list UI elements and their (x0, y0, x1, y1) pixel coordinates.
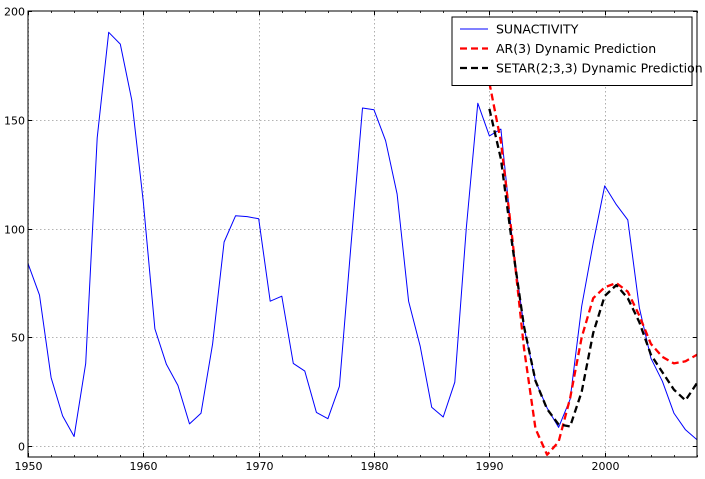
legend-label-2: SETAR(2;3,3) Dynamic Prediction (496, 61, 703, 76)
legend-label-1: AR(3) Dynamic Prediction (496, 41, 656, 56)
series-line-2 (488, 108, 697, 428)
x-tick-label: 1960 (130, 460, 158, 473)
series-line-0 (28, 31, 697, 441)
grid-lines (28, 11, 697, 457)
series-layer (28, 31, 697, 456)
legend: SUNACTIVITY AR(3) Dynamic Prediction SETAR… (451, 16, 703, 86)
y-tick-label: 100 (4, 224, 25, 237)
legend-label-0: SUNACTIVITY (496, 22, 579, 37)
y-tick-label: 0 (18, 441, 25, 454)
x-tick-label: 1970 (246, 460, 274, 473)
y-tick-label: 150 (4, 115, 25, 128)
x-tick-label: 1990 (476, 460, 504, 473)
series-line-1 (488, 82, 697, 456)
x-tick-label: 1980 (361, 460, 389, 473)
legend-box (451, 16, 693, 86)
x-tick-label: 2000 (592, 460, 620, 473)
axis-ticks: 1950 1960 1970 1980 1990 2000 0 50 100 150 200 (4, 6, 698, 473)
y-tick-label: 200 (4, 6, 25, 19)
y-tick-label: 50 (11, 332, 25, 345)
plot-frame (27, 10, 698, 458)
x-tick-label: 1950 (15, 460, 43, 473)
